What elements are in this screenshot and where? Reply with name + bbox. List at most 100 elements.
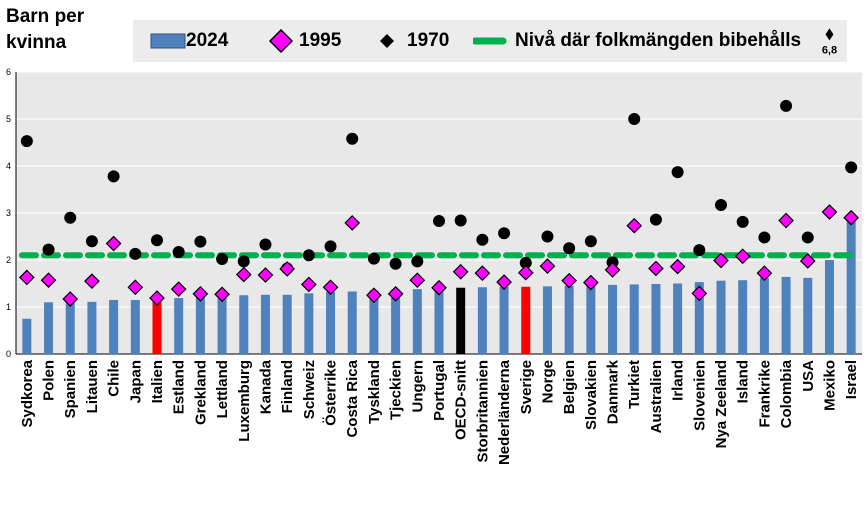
x-tick-label: Sverige	[518, 360, 535, 414]
marker-1970	[151, 234, 163, 247]
bar-2024	[174, 298, 184, 354]
marker-1970	[454, 214, 467, 227]
marker-1970	[825, 28, 834, 41]
x-tick-label: Frankrike	[756, 360, 773, 428]
marker-1995	[18, 269, 35, 286]
bar-2024	[44, 302, 54, 354]
marker-1995	[713, 252, 729, 269]
y-tick-label: 3	[6, 208, 11, 218]
x-tick-label: Tjeckien	[388, 360, 405, 420]
x-tick-label: Colombia	[778, 359, 795, 428]
marker-1970	[411, 255, 424, 268]
marker-1970	[346, 132, 359, 145]
y-tick-label: 5	[6, 114, 11, 124]
marker-1995	[648, 260, 664, 277]
marker-1970	[302, 249, 315, 262]
x-tick-label: Nederländerna	[496, 359, 513, 465]
bar-2024	[651, 283, 661, 354]
x-tick-label: Irland	[670, 360, 687, 401]
marker-1970	[389, 257, 402, 270]
marker-1995	[691, 285, 708, 302]
marker-1995	[214, 286, 230, 303]
marker-1970	[107, 170, 120, 183]
marker-1995	[669, 258, 686, 275]
bar-2024	[846, 217, 856, 354]
marker-1995	[496, 274, 512, 290]
legend-swatch-dash	[473, 37, 507, 45]
x-tick-label: Turkiet	[626, 360, 643, 409]
bar-2024	[412, 289, 422, 354]
y-tick-label: 2	[6, 255, 11, 265]
x-tick-label: Italien	[149, 360, 166, 403]
legend-swatch-bar	[150, 33, 186, 49]
marker-1970	[628, 113, 641, 125]
legend-item-1970: 1970	[377, 20, 449, 62]
x-tick-label: Sydkorea	[19, 359, 36, 427]
x-tick-label: Island	[735, 360, 752, 403]
marker-1995	[149, 290, 165, 306]
x-tick-label: Slovakien	[583, 360, 600, 430]
marker-1970	[20, 135, 33, 148]
marker-1995	[626, 217, 643, 234]
x-tick-label: Costa Rica	[344, 359, 361, 437]
marker-1970	[801, 231, 814, 244]
x-tick-label: USA	[800, 360, 817, 392]
marker-1970	[367, 252, 380, 265]
marker-1995	[582, 274, 599, 291]
bar-2024	[152, 298, 162, 354]
x-tick-label: Kanada	[257, 359, 274, 414]
bar-2024	[260, 294, 270, 354]
marker-1970	[498, 227, 511, 240]
x-tick-label: Nya Zeeland	[713, 360, 730, 448]
bar-2024	[521, 286, 531, 354]
marker-1995	[539, 258, 556, 274]
legend-swatch-dot	[380, 34, 394, 48]
x-tick-label: Mexiko	[821, 360, 838, 411]
x-tick-label: OECD-snitt	[453, 360, 470, 440]
marker-1970	[216, 253, 229, 266]
x-tick-label: Lettland	[214, 360, 231, 418]
legend-label-2024: 2024	[186, 30, 229, 51]
y-axis-title-line-1: Barn per	[6, 6, 85, 27]
bar-2024	[608, 284, 618, 354]
marker-1995	[344, 215, 361, 231]
x-tick-label: Spanien	[62, 360, 79, 418]
bar-2024	[673, 283, 683, 354]
marker-1995	[192, 285, 209, 302]
x-tick-label: Tyskland	[366, 360, 383, 424]
x-tick-label: Ungern	[409, 360, 426, 413]
y-tick-label: 4	[6, 161, 11, 171]
marker-1995	[322, 279, 339, 296]
marker-1995	[170, 281, 187, 297]
marker-1995	[84, 273, 100, 289]
marker-1995	[105, 235, 122, 252]
x-tick-label: Polen	[41, 360, 58, 401]
y-tick-label: 0	[6, 349, 11, 359]
bar-2024	[781, 276, 791, 354]
marker-1995	[279, 261, 296, 277]
marker-1995	[387, 285, 404, 302]
legend-item-2024: 2024	[150, 20, 228, 62]
marker-1970	[671, 166, 684, 179]
marker-1995	[366, 287, 382, 304]
legend-label-replacement-level: Nivå där folkmängden bibehålls	[515, 30, 802, 51]
bar-2024	[477, 287, 487, 354]
bar-2024	[694, 282, 704, 354]
bar-2024	[130, 299, 140, 354]
x-tick-label: Portugal	[431, 360, 448, 421]
legend-label-1970: 1970	[407, 30, 450, 51]
marker-1970	[845, 161, 858, 174]
marker-1970	[129, 247, 142, 260]
marker-1995	[474, 265, 491, 282]
bar-2024	[109, 299, 119, 354]
marker-1970	[519, 256, 532, 269]
marker-1970	[736, 215, 749, 228]
marker-1995	[756, 265, 773, 282]
x-tick-label: Australien	[648, 360, 665, 433]
marker-1995	[431, 279, 447, 296]
bar-2024	[434, 288, 444, 354]
marker-1995	[561, 272, 578, 289]
x-tick-label: Norge	[539, 360, 556, 403]
bar-2024	[542, 286, 552, 354]
